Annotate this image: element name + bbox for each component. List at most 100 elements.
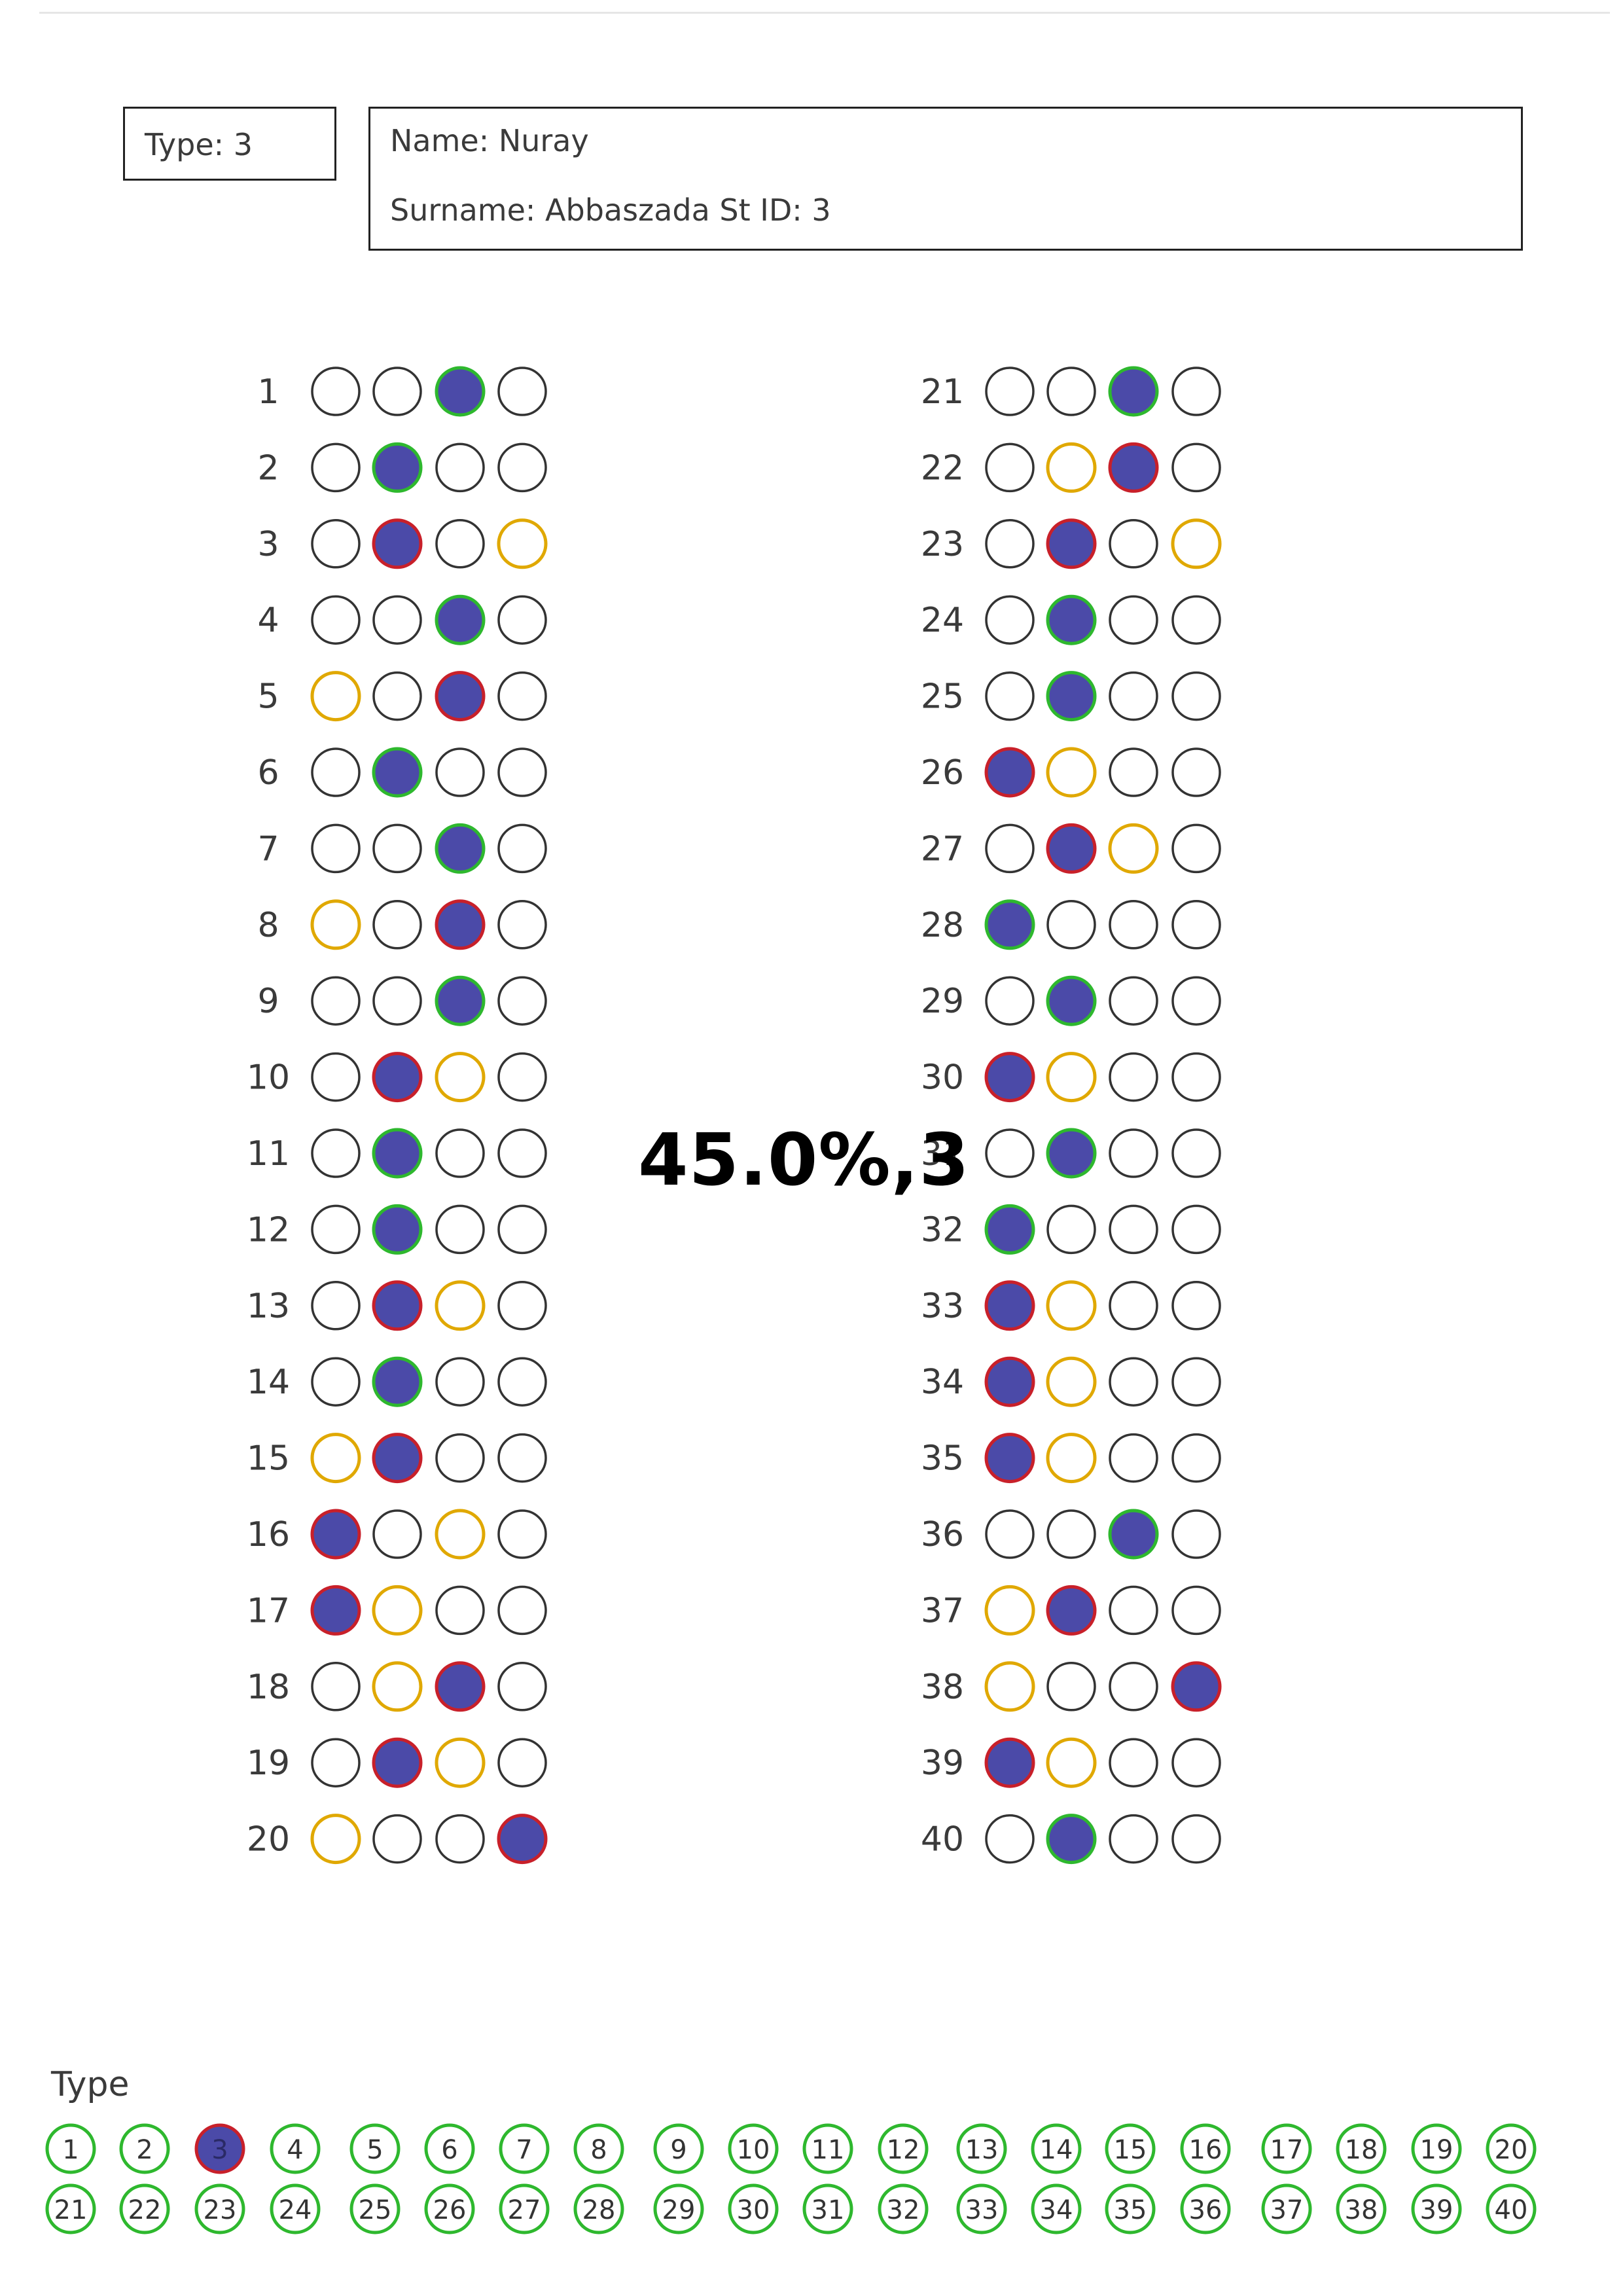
answer-bubble[interactable] (1171, 900, 1221, 950)
answer-bubble[interactable] (497, 823, 547, 874)
answer-bubble[interactable] (984, 1433, 1035, 1484)
answer-bubble[interactable] (497, 1052, 547, 1102)
answer-bubble[interactable] (310, 1433, 361, 1484)
type-bubble[interactable] (1411, 2183, 1462, 2234)
answer-bubble[interactable] (372, 1509, 422, 1559)
answer-bubble[interactable] (984, 1661, 1035, 1712)
answer-bubble[interactable] (435, 1052, 486, 1103)
answer-bubble[interactable] (985, 519, 1035, 569)
type-bubble[interactable] (956, 2123, 1007, 2174)
answer-bubble[interactable] (435, 1204, 485, 1255)
answer-bubble[interactable] (435, 1585, 485, 1636)
answer-bubble[interactable] (1109, 1738, 1158, 1787)
answer-bubble[interactable] (435, 1357, 485, 1407)
type-bubble[interactable] (424, 2123, 475, 2174)
answer-bubble[interactable] (311, 1357, 361, 1407)
type-option[interactable]: 36 (1180, 2183, 1231, 2234)
answer-bubble[interactable] (1108, 1509, 1159, 1560)
answer-bubble[interactable] (985, 671, 1035, 721)
answer-bubble[interactable] (985, 442, 1035, 493)
answer-bubble[interactable] (984, 747, 1035, 798)
answer-bubble[interactable] (372, 1585, 423, 1636)
answer-bubble[interactable] (985, 1814, 1035, 1864)
type-bubble[interactable] (728, 2183, 779, 2234)
answer-bubble[interactable] (1046, 442, 1097, 493)
answer-bubble[interactable] (1108, 442, 1159, 493)
type-option[interactable]: 1 (45, 2123, 96, 2174)
type-bubble[interactable] (1486, 2183, 1537, 2234)
answer-bubble[interactable] (1109, 1128, 1158, 1178)
type-option[interactable]: 31 (802, 2183, 853, 2234)
answer-bubble[interactable] (1171, 518, 1222, 569)
answer-bubble[interactable] (984, 1052, 1035, 1103)
answer-bubble[interactable] (435, 519, 485, 569)
type-bubble[interactable] (499, 2183, 550, 2234)
type-option[interactable]: 23 (194, 2183, 245, 2234)
type-bubble[interactable] (878, 2183, 929, 2234)
type-option[interactable]: 15 (1105, 2123, 1156, 2174)
answer-bubble[interactable] (984, 1356, 1035, 1407)
type-option[interactable]: 7 (499, 2123, 550, 2174)
type-bubble[interactable] (573, 2123, 624, 2174)
answer-bubble[interactable] (497, 1585, 547, 1636)
answer-bubble[interactable] (1108, 823, 1159, 874)
type-option[interactable]: 14 (1031, 2123, 1082, 2174)
answer-bubble[interactable] (497, 976, 547, 1026)
type-option[interactable]: 26 (424, 2183, 475, 2234)
answer-bubble[interactable] (985, 1509, 1035, 1559)
type-option[interactable]: 17 (1261, 2123, 1312, 2174)
answer-bubble[interactable] (1046, 1662, 1096, 1712)
type-bubble[interactable] (119, 2183, 170, 2234)
answer-bubble[interactable] (311, 442, 361, 493)
answer-bubble[interactable] (372, 1128, 423, 1179)
type-bubble[interactable] (194, 2183, 245, 2234)
type-option[interactable]: 35 (1105, 2183, 1156, 2234)
type-bubble[interactable] (653, 2183, 704, 2234)
type-bubble[interactable] (1105, 2123, 1156, 2174)
answer-bubble[interactable] (435, 1280, 486, 1331)
answer-bubble[interactable] (311, 1738, 361, 1787)
answer-bubble[interactable] (311, 1662, 361, 1712)
type-option[interactable]: 5 (349, 2123, 401, 2174)
type-bubble[interactable] (1486, 2123, 1537, 2174)
answer-bubble[interactable] (1171, 1814, 1221, 1864)
type-bubble[interactable] (1031, 2123, 1082, 2174)
answer-bubble[interactable] (1109, 1662, 1158, 1712)
type-option[interactable]: 28 (573, 2183, 624, 2234)
answer-bubble[interactable] (497, 367, 547, 416)
answer-bubble[interactable] (372, 1052, 423, 1103)
answer-bubble[interactable] (497, 1662, 547, 1712)
answer-bubble[interactable] (984, 1737, 1035, 1788)
answer-bubble[interactable] (1171, 976, 1221, 1026)
answer-bubble[interactable] (372, 976, 422, 1026)
type-option[interactable]: 32 (878, 2183, 929, 2234)
type-option[interactable]: 10 (728, 2123, 779, 2174)
answer-bubble[interactable] (372, 671, 422, 721)
type-option[interactable]: 24 (270, 2183, 321, 2234)
type-option[interactable]: 18 (1336, 2123, 1387, 2174)
answer-bubble[interactable] (1046, 1814, 1097, 1865)
answer-bubble[interactable] (985, 367, 1035, 416)
answer-bubble[interactable] (372, 1737, 423, 1788)
type-bubble[interactable] (1336, 2183, 1387, 2234)
type-option[interactable]: 39 (1411, 2183, 1462, 2234)
answer-bubble[interactable] (1109, 900, 1158, 950)
type-bubble[interactable] (1411, 2123, 1462, 2174)
answer-bubble[interactable] (435, 747, 485, 797)
answer-bubble[interactable] (497, 747, 547, 797)
type-bubble[interactable] (45, 2123, 96, 2174)
answer-bubble[interactable] (311, 976, 361, 1026)
answer-bubble[interactable] (1109, 1433, 1158, 1483)
type-option[interactable]: 11 (802, 2123, 853, 2174)
answer-bubble[interactable] (1171, 595, 1221, 645)
answer-bubble[interactable] (435, 671, 486, 722)
answer-bubble[interactable] (1046, 900, 1096, 950)
answer-bubble[interactable] (372, 1280, 423, 1331)
type-option[interactable]: 8 (573, 2123, 624, 2174)
answer-bubble[interactable] (1109, 1357, 1158, 1407)
type-bubble[interactable] (573, 2183, 624, 2234)
answer-bubble[interactable] (372, 518, 423, 569)
answer-bubble[interactable] (497, 518, 548, 569)
answer-bubble[interactable] (311, 1281, 361, 1331)
type-option[interactable]: 27 (499, 2183, 550, 2234)
